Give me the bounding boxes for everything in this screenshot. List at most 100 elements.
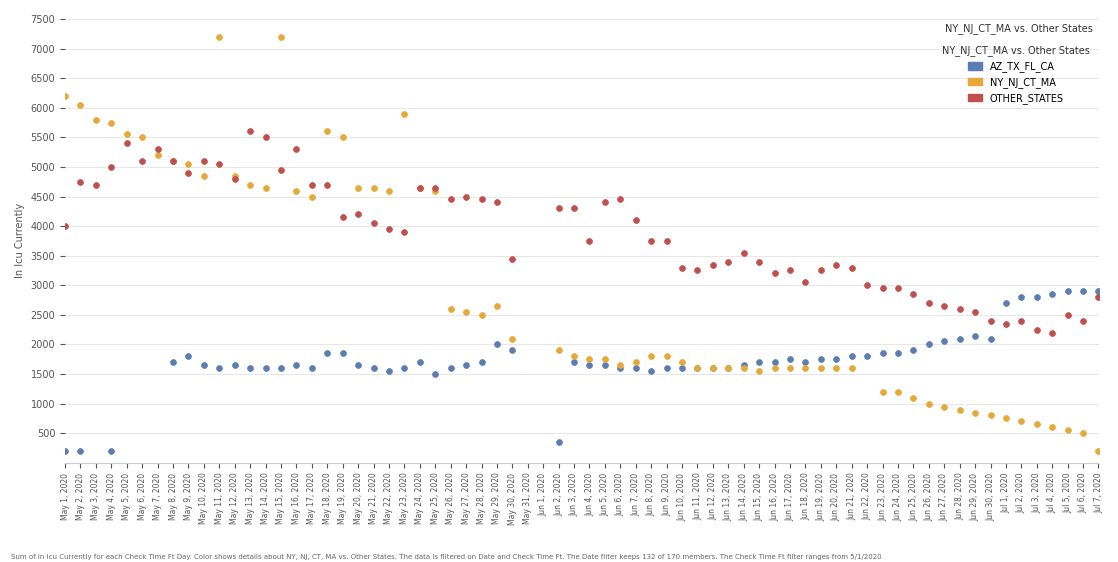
Point xyxy=(719,364,737,373)
Point xyxy=(117,130,135,139)
Point xyxy=(442,305,459,314)
Point xyxy=(796,357,814,366)
Point xyxy=(704,364,722,373)
Point xyxy=(87,115,105,124)
Point xyxy=(612,364,629,373)
Point xyxy=(550,438,568,447)
Point xyxy=(1090,293,1108,302)
Point xyxy=(473,195,491,204)
Point xyxy=(612,195,629,204)
Point xyxy=(410,357,428,366)
Point xyxy=(580,237,598,246)
Point xyxy=(982,411,999,420)
Point xyxy=(56,92,74,101)
Point xyxy=(704,364,722,373)
Point xyxy=(812,355,830,364)
Point xyxy=(827,355,845,364)
Point xyxy=(426,370,444,379)
Point xyxy=(272,364,290,373)
Point xyxy=(1027,420,1045,429)
Point xyxy=(827,260,845,269)
Point xyxy=(920,298,938,307)
Legend: AZ_TX_FL_CA, NY_NJ_CT_MA, OTHER_STATES: AZ_TX_FL_CA, NY_NJ_CT_MA, OTHER_STATES xyxy=(938,42,1093,107)
Point xyxy=(272,165,290,174)
Point xyxy=(673,364,691,373)
Point xyxy=(627,216,645,225)
Point xyxy=(735,364,752,373)
Point xyxy=(117,139,135,148)
Point xyxy=(303,192,321,201)
Point xyxy=(457,192,475,201)
Point xyxy=(936,402,954,411)
Point xyxy=(550,346,568,355)
Point xyxy=(164,157,182,166)
Point xyxy=(56,446,74,455)
Point xyxy=(241,364,259,373)
Point xyxy=(226,171,244,180)
Point xyxy=(319,349,337,358)
Point xyxy=(257,133,275,142)
Point xyxy=(936,337,954,346)
Point xyxy=(719,257,737,266)
Point xyxy=(103,162,121,171)
Point xyxy=(827,364,845,373)
Point xyxy=(966,331,984,340)
Point xyxy=(180,169,198,178)
Point xyxy=(596,355,614,364)
Point xyxy=(1013,316,1031,325)
Point xyxy=(673,263,691,272)
Point xyxy=(1043,289,1061,298)
Text: NY_NJ_CT_MA vs. Other States: NY_NJ_CT_MA vs. Other States xyxy=(946,24,1093,34)
Point xyxy=(596,198,614,207)
Point xyxy=(982,316,999,325)
Point xyxy=(689,364,707,373)
Point xyxy=(904,289,922,298)
Point xyxy=(1074,287,1092,296)
Point xyxy=(673,357,691,366)
Point xyxy=(426,183,444,192)
Point xyxy=(1043,423,1061,432)
Point xyxy=(149,151,167,160)
Point xyxy=(410,183,428,192)
Point xyxy=(349,361,367,370)
Point xyxy=(642,366,660,375)
Point xyxy=(812,364,830,373)
Point xyxy=(781,355,799,364)
Point xyxy=(487,198,505,207)
Point xyxy=(1074,316,1092,325)
Point xyxy=(210,160,228,169)
Point xyxy=(195,157,212,166)
Point xyxy=(1059,426,1077,435)
Point xyxy=(859,352,877,361)
Point xyxy=(133,157,151,166)
Point xyxy=(334,349,352,358)
Y-axis label: In Icu Currently: In Icu Currently xyxy=(15,203,25,278)
Point xyxy=(657,237,675,246)
Point xyxy=(287,186,305,195)
Point xyxy=(997,319,1015,328)
Point xyxy=(72,446,89,455)
Point xyxy=(936,301,954,310)
Point xyxy=(735,361,752,370)
Point xyxy=(859,281,877,290)
Point xyxy=(997,414,1015,423)
Point xyxy=(334,213,352,222)
Point xyxy=(396,109,414,118)
Point xyxy=(503,346,521,355)
Point xyxy=(580,361,598,370)
Point xyxy=(241,180,259,189)
Point xyxy=(287,361,305,370)
Point xyxy=(565,352,582,361)
Point xyxy=(164,357,182,366)
Point xyxy=(349,183,367,192)
Point xyxy=(210,364,228,373)
Point xyxy=(735,248,752,257)
Point xyxy=(950,405,968,414)
Point xyxy=(473,357,491,366)
Point xyxy=(103,118,121,127)
Point xyxy=(704,260,722,269)
Point xyxy=(950,334,968,343)
Point xyxy=(612,361,629,370)
Point xyxy=(319,127,337,136)
Point xyxy=(550,204,568,213)
